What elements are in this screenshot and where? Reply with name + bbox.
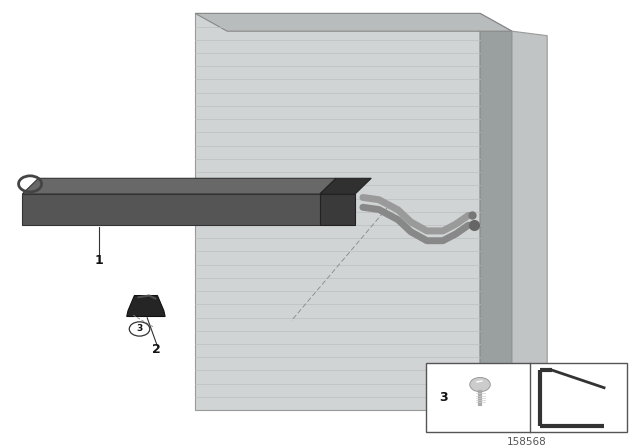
Text: 3: 3: [439, 392, 448, 405]
Circle shape: [129, 322, 150, 336]
Text: 1: 1: [95, 254, 104, 267]
Polygon shape: [127, 296, 165, 316]
Polygon shape: [195, 13, 512, 31]
Polygon shape: [195, 13, 480, 410]
Polygon shape: [512, 31, 547, 432]
Polygon shape: [320, 194, 355, 225]
Polygon shape: [22, 178, 336, 194]
Bar: [426, 363, 627, 432]
Text: 3: 3: [136, 324, 143, 333]
Text: 158568: 158568: [506, 437, 547, 447]
Polygon shape: [22, 194, 320, 225]
Text: 2: 2: [152, 344, 161, 357]
Polygon shape: [320, 178, 371, 194]
Circle shape: [470, 378, 490, 392]
Polygon shape: [480, 13, 512, 428]
